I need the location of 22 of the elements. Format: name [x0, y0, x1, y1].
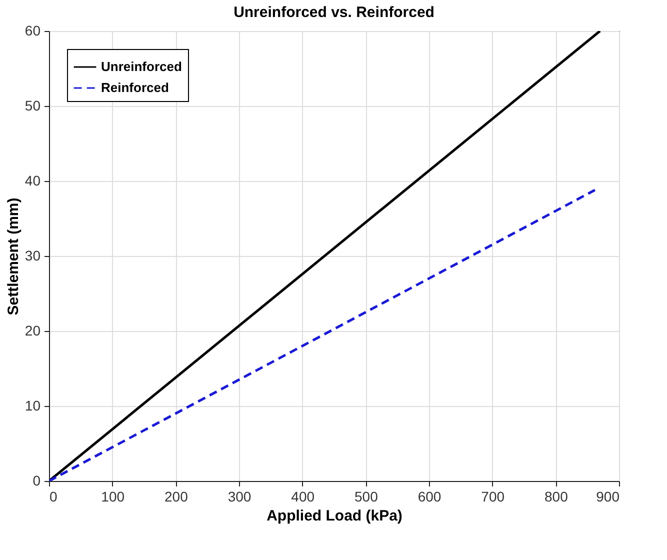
x-tick-label: 200 — [164, 488, 188, 504]
legend-label: Reinforced — [101, 80, 169, 95]
x-tick-label: 700 — [481, 488, 505, 504]
x-tick-label: 300 — [228, 488, 252, 504]
y-tick-label: 10 — [24, 398, 41, 414]
y-tick-label: 60 — [24, 22, 41, 38]
x-tick-label: 800 — [544, 488, 568, 504]
y-tick-label: 20 — [24, 322, 41, 338]
y-tick-label: 40 — [24, 172, 41, 188]
x-tick-label: 600 — [418, 488, 442, 504]
y-tick-label: 50 — [24, 98, 41, 114]
chart-title: Unreinforced vs. Reinforced — [234, 4, 434, 21]
y-axis-title: Settlement (mm) — [4, 198, 22, 316]
y-tick-label: 0 — [32, 472, 41, 488]
x-axis-title: Applied Load (kPa) — [266, 508, 402, 524]
x-tick-label: 400 — [291, 488, 315, 504]
x-tick-label: 900 — [596, 488, 620, 504]
x-tick-label: 100 — [101, 488, 125, 504]
legend-label: Unreinforced — [101, 59, 182, 74]
x-tick-label: 500 — [354, 488, 378, 504]
x-tick-label: 0 — [50, 488, 58, 504]
y-tick-label: 30 — [24, 248, 41, 264]
